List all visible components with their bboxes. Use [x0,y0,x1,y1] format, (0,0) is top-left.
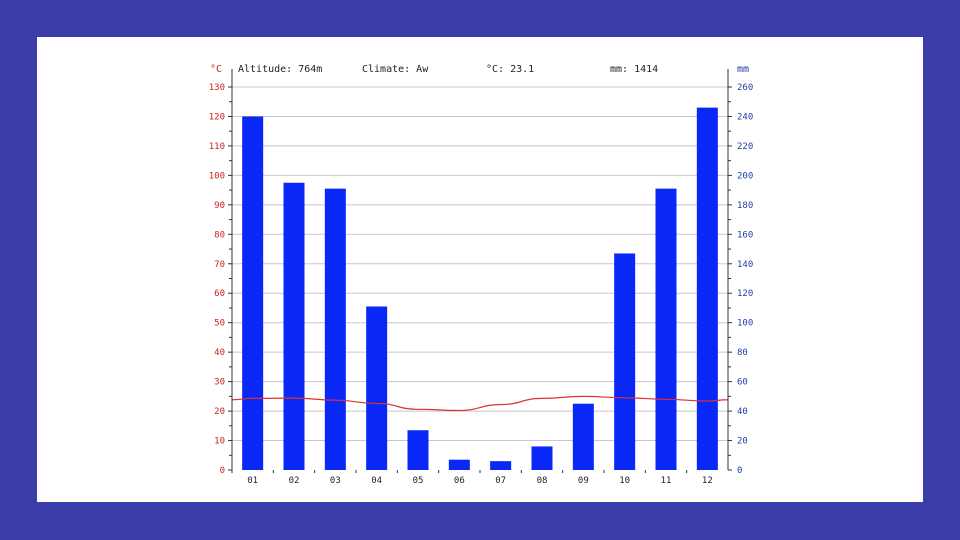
precipitation-bar [242,116,264,470]
right-tick-label: 20 [737,437,748,447]
chart-header: °C Altitude: 764m Climate: Aw °C: 23.1 m… [210,64,749,75]
right-tick-label: 140 [737,260,753,270]
x-tick-label: 02 [289,476,300,486]
axes: 0102030405060708090100110120130020406080… [209,69,753,486]
right-tick-label: 120 [737,289,753,299]
x-tick-label: 04 [371,476,382,486]
chart-panel [37,37,923,502]
right-tick-label: 80 [737,348,748,358]
precipitation-bar [448,459,470,470]
left-tick-label: 50 [214,319,225,329]
x-tick-label: 10 [619,476,630,486]
precipitation-bars [242,107,718,470]
right-tick-label: 260 [737,83,753,93]
right-tick-label: 200 [737,171,753,181]
left-tick-label: 30 [214,378,225,388]
temp-unit-label: °C [210,64,222,75]
precip-total-label: mm: 1414 [610,64,658,75]
left-tick-label: 0 [220,466,225,476]
left-tick-label: 70 [214,260,225,270]
right-tick-label: 100 [737,319,753,329]
precipitation-bar [366,306,388,470]
left-tick-label: 10 [214,437,225,447]
left-tick-label: 20 [214,407,225,417]
precipitation-bar [572,403,594,470]
precip-unit-label: mm [737,64,749,75]
precipitation-bar [614,253,636,470]
temp-avg-label: °C: 23.1 [486,64,534,75]
left-tick-label: 120 [209,112,225,122]
precipitation-bar [490,461,512,470]
x-tick-label: 03 [330,476,341,486]
precipitation-bar [696,107,718,470]
temperature-line [231,395,729,412]
precipitation-bar [655,188,677,470]
x-tick-label: 01 [247,476,258,486]
right-tick-label: 40 [737,407,748,417]
right-tick-label: 180 [737,201,753,211]
right-tick-label: 60 [737,378,748,388]
precipitation-bar [324,188,346,470]
right-tick-label: 240 [737,112,753,122]
right-tick-label: 160 [737,230,753,240]
precipitation-bar [407,430,429,470]
climate-label: Climate: Aw [362,64,429,75]
x-tick-label: 07 [495,476,506,486]
right-tick-label: 0 [737,466,742,476]
left-tick-label: 110 [209,142,225,152]
x-tick-label: 09 [578,476,589,486]
altitude-label: Altitude: 764m [238,64,322,75]
x-tick-label: 05 [413,476,424,486]
x-tick-label: 12 [702,476,713,486]
left-tick-label: 80 [214,230,225,240]
left-tick-label: 100 [209,171,225,181]
x-tick-label: 06 [454,476,465,486]
left-tick-label: 130 [209,83,225,93]
precipitation-bar [283,182,305,470]
x-tick-label: 08 [537,476,548,486]
precipitation-bar [531,446,553,470]
right-tick-label: 220 [737,142,753,152]
left-tick-label: 40 [214,348,225,358]
grid-lines [232,86,728,442]
x-tick-label: 11 [661,476,672,486]
left-tick-label: 90 [214,201,225,211]
left-tick-label: 60 [214,289,225,299]
